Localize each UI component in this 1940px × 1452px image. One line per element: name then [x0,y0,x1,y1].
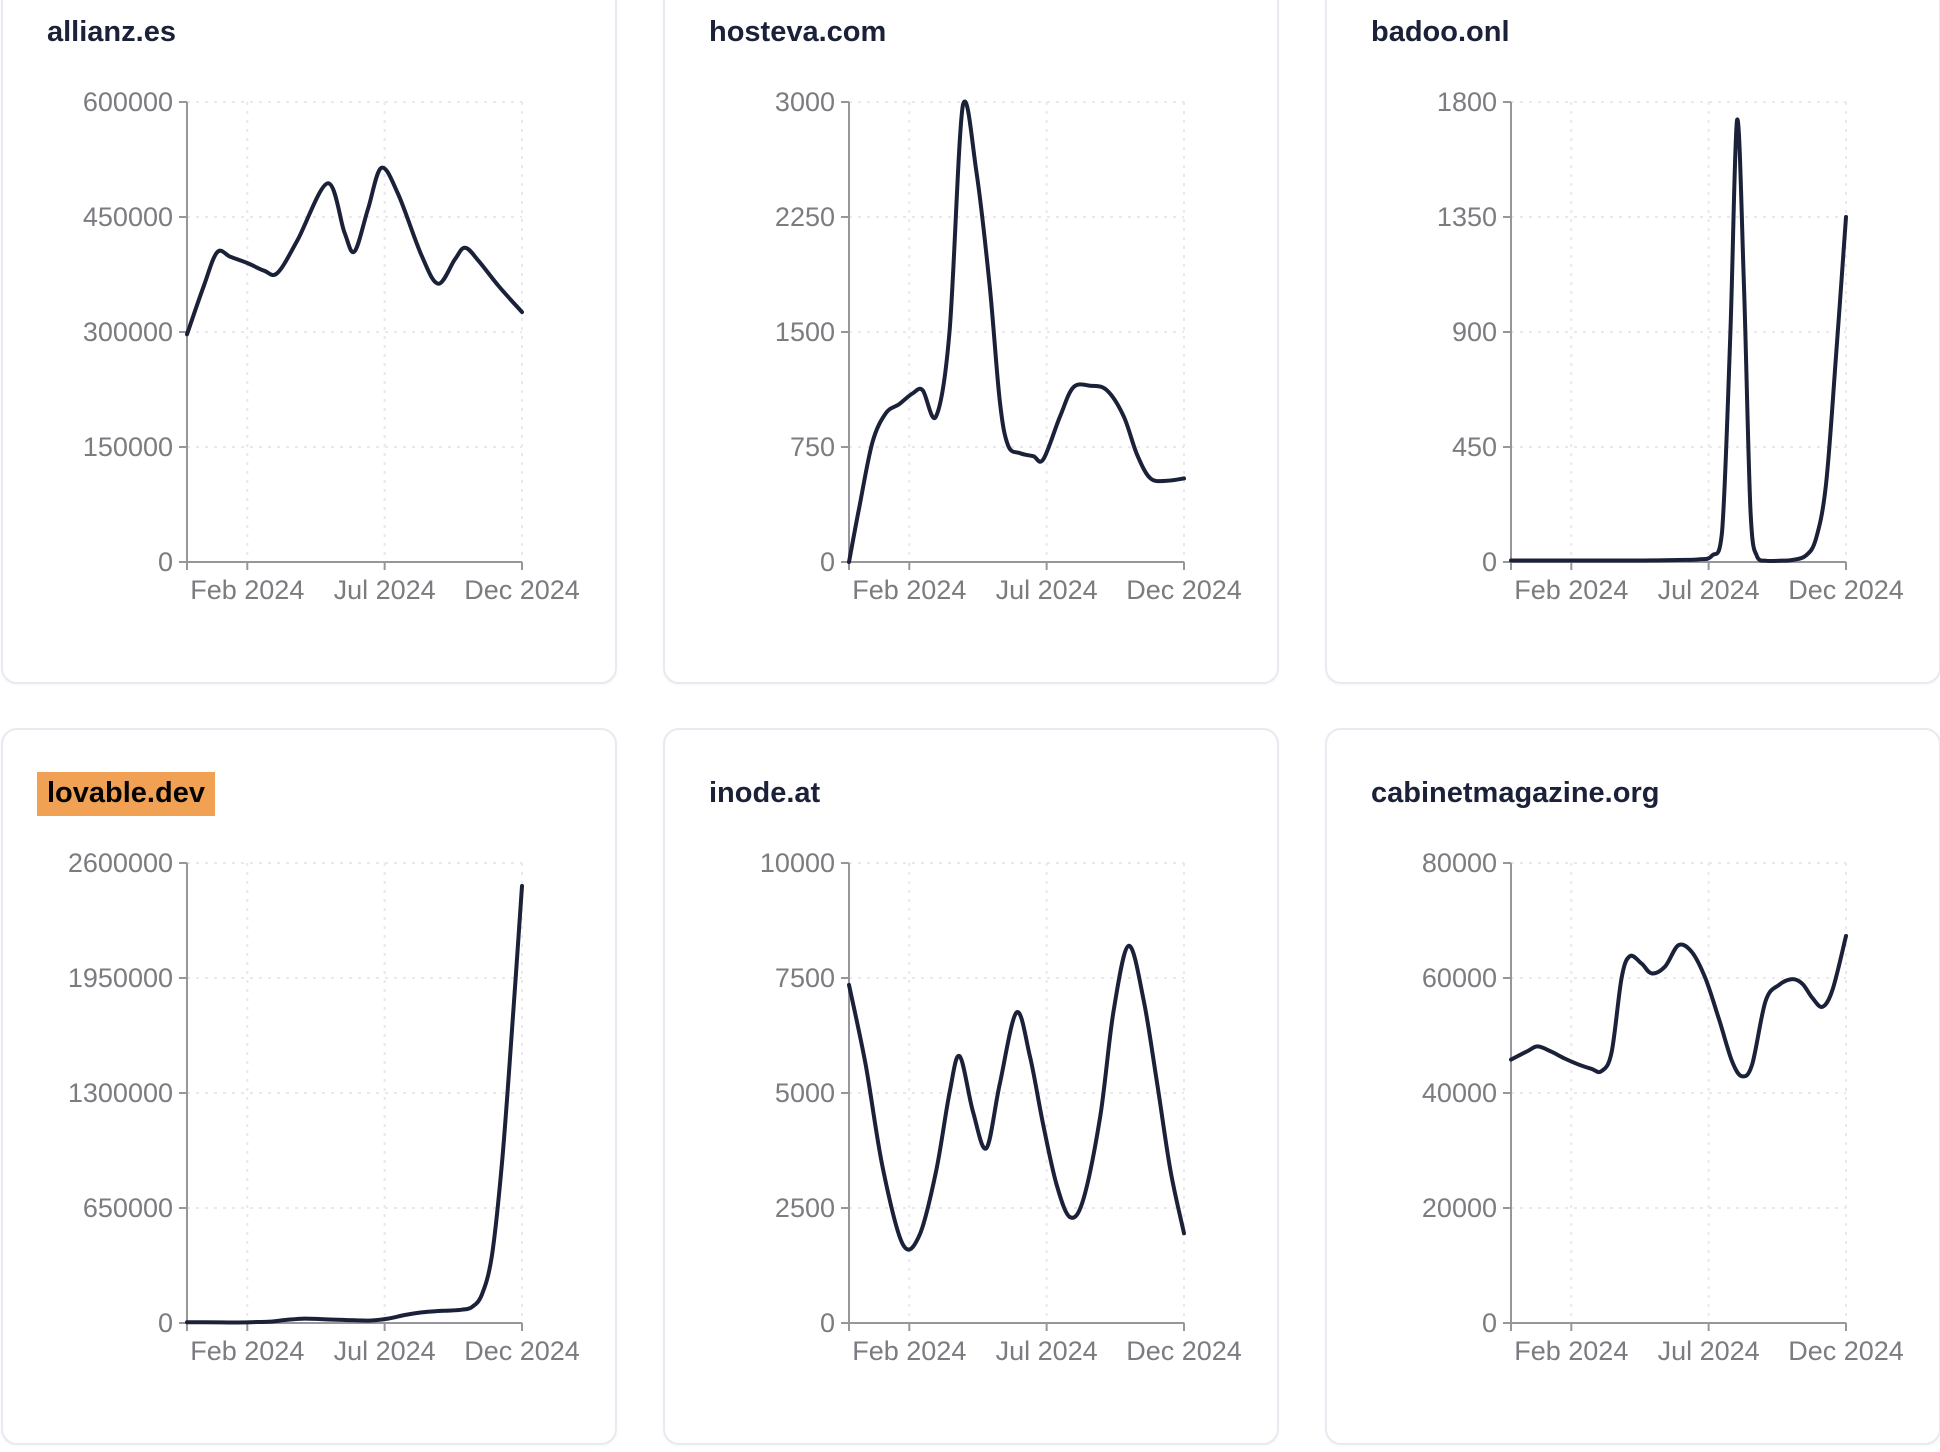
y-axis-labels: 0 450 900 1350 1800 [1437,87,1497,577]
y-tick-label: 1800 [1437,87,1497,117]
x-tick-label: Dec 2024 [464,575,580,605]
x-tick-label: Feb 2024 [1514,575,1628,605]
y-tick-label: 300000 [83,317,173,347]
domain-chart-card: cabinetmagazine.org 0 20000 40000 60000 8000… [1325,728,1940,1445]
gridlines [1511,862,1847,1324]
y-tick-label: 0 [158,547,173,577]
y-axis-labels: 0 2500 5000 7500 10000 [760,848,835,1338]
x-axis-labels: Feb 2024 Jul 2024 Dec 2024 [852,1336,1242,1366]
axes [179,101,523,570]
y-tick-label: 0 [1482,1308,1497,1338]
series-line [847,99,1186,564]
x-axis-labels: Feb 2024 Jul 2024 Dec 2024 [190,1336,580,1366]
y-tick-label: 1350 [1437,202,1497,232]
y-tick-label: 3000 [775,87,835,117]
traffic-line-chart: 0 20000 40000 60000 80000 Feb 2024 Jul 2024 Dec… [1422,848,1904,1366]
x-tick-label: Dec 2024 [1788,575,1904,605]
gridlines [849,862,1185,1324]
domain-title: inode.at [709,777,821,809]
x-tick-label: Dec 2024 [1126,1336,1242,1366]
y-tick-label: 60000 [1422,963,1497,993]
x-tick-label: Feb 2024 [852,575,966,605]
y-tick-label: 5000 [775,1078,835,1108]
x-tick-label: Jul 2024 [1658,1336,1760,1366]
y-tick-label: 450 [1452,432,1497,462]
domain-chart-card: inode.at 0 2500 5000 7500 10000 Feb 2024 Jul 2… [663,728,1279,1445]
x-tick-label: Feb 2024 [852,1336,966,1366]
y-tick-label: 750 [790,432,835,462]
y-tick-label: 0 [158,1308,173,1338]
y-tick-label: 7500 [775,963,835,993]
axes [1503,862,1847,1331]
gridlines [1511,101,1847,563]
x-tick-label: Jul 2024 [996,1336,1098,1366]
x-axis-labels: Feb 2024 Jul 2024 Dec 2024 [190,575,580,605]
x-tick-label: Dec 2024 [1788,1336,1904,1366]
domain-title: allianz.es [47,16,176,48]
x-tick-label: Jul 2024 [996,575,1098,605]
x-axis-labels: Feb 2024 Jul 2024 Dec 2024 [852,575,1242,605]
series-line [185,165,524,337]
y-axis-labels: 0 20000 40000 60000 80000 [1422,848,1497,1338]
y-tick-label: 2600000 [68,848,173,878]
y-tick-label: 2500 [775,1193,835,1223]
x-tick-label: Jul 2024 [1658,575,1760,605]
domain-title-highlighted: lovable.dev [37,772,215,816]
y-tick-label: 0 [1482,547,1497,577]
x-tick-label: Dec 2024 [464,1336,580,1366]
x-tick-label: Feb 2024 [190,575,304,605]
axes [841,862,1185,1331]
series-line [847,943,1186,1252]
axes [1503,101,1847,570]
axes [841,101,1185,570]
x-tick-label: Jul 2024 [334,1336,436,1366]
y-tick-label: 650000 [83,1193,173,1223]
domain-title: hosteva.com [709,16,887,48]
domain-chart-card: allianz.es 0 150000 300000 450000 600000 Feb … [1,0,617,684]
y-tick-label: 150000 [83,432,173,462]
x-tick-label: Jul 2024 [334,575,436,605]
y-tick-label: 2250 [775,202,835,232]
x-axis-labels: Feb 2024 Jul 2024 Dec 2024 [1514,1336,1904,1366]
x-axis-labels: Feb 2024 Jul 2024 Dec 2024 [1514,575,1904,605]
axes [179,862,523,1331]
x-tick-label: Feb 2024 [1514,1336,1628,1366]
series-line [1509,934,1848,1079]
domain-chart-card: lovable.dev 0 650000 1300000 1950000 2600000… [1,728,617,1445]
y-tick-label: 20000 [1422,1193,1497,1223]
y-tick-label: 1950000 [68,963,173,993]
series-line [185,884,524,1325]
traffic-line-chart: 0 650000 1300000 1950000 2600000 Feb 2024 Jul … [68,848,580,1366]
gridlines [187,862,523,1324]
y-tick-label: 900 [1452,317,1497,347]
traffic-line-chart: 0 2500 5000 7500 10000 Feb 2024 Jul 2024 Dec 20… [760,848,1242,1366]
y-tick-label: 1300000 [68,1078,173,1108]
y-axis-labels: 0 150000 300000 450000 600000 [83,87,173,577]
series-line [1509,117,1848,564]
domain-title: cabinetmagazine.org [1371,777,1660,809]
gridlines [849,101,1185,563]
domain-title: badoo.onl [1371,16,1510,48]
y-tick-label: 0 [820,1308,835,1338]
y-tick-label: 0 [820,547,835,577]
domain-chart-card: badoo.onl 0 450 900 1350 1800 Feb 2024 Jul 202… [1325,0,1940,684]
domain-chart-card: hosteva.com 0 750 1500 2250 3000 Feb 2024 Jul … [663,0,1279,684]
gridlines [187,101,523,563]
x-tick-label: Feb 2024 [190,1336,304,1366]
y-tick-label: 80000 [1422,848,1497,878]
y-tick-label: 10000 [760,848,835,878]
y-tick-label: 1500 [775,317,835,347]
y-tick-label: 450000 [83,202,173,232]
y-axis-labels: 0 750 1500 2250 3000 [775,87,835,577]
y-tick-label: 600000 [83,87,173,117]
traffic-line-chart: 0 450 900 1350 1800 Feb 2024 Jul 2024 Dec 2024 [1437,87,1904,605]
x-tick-label: Dec 2024 [1126,575,1242,605]
y-tick-label: 40000 [1422,1078,1497,1108]
traffic-line-chart: 0 150000 300000 450000 600000 Feb 2024 Jul 202… [83,87,580,605]
traffic-line-chart: 0 750 1500 2250 3000 Feb 2024 Jul 2024 Dec 2024 [775,87,1242,605]
y-axis-labels: 0 650000 1300000 1950000 2600000 [68,848,173,1338]
